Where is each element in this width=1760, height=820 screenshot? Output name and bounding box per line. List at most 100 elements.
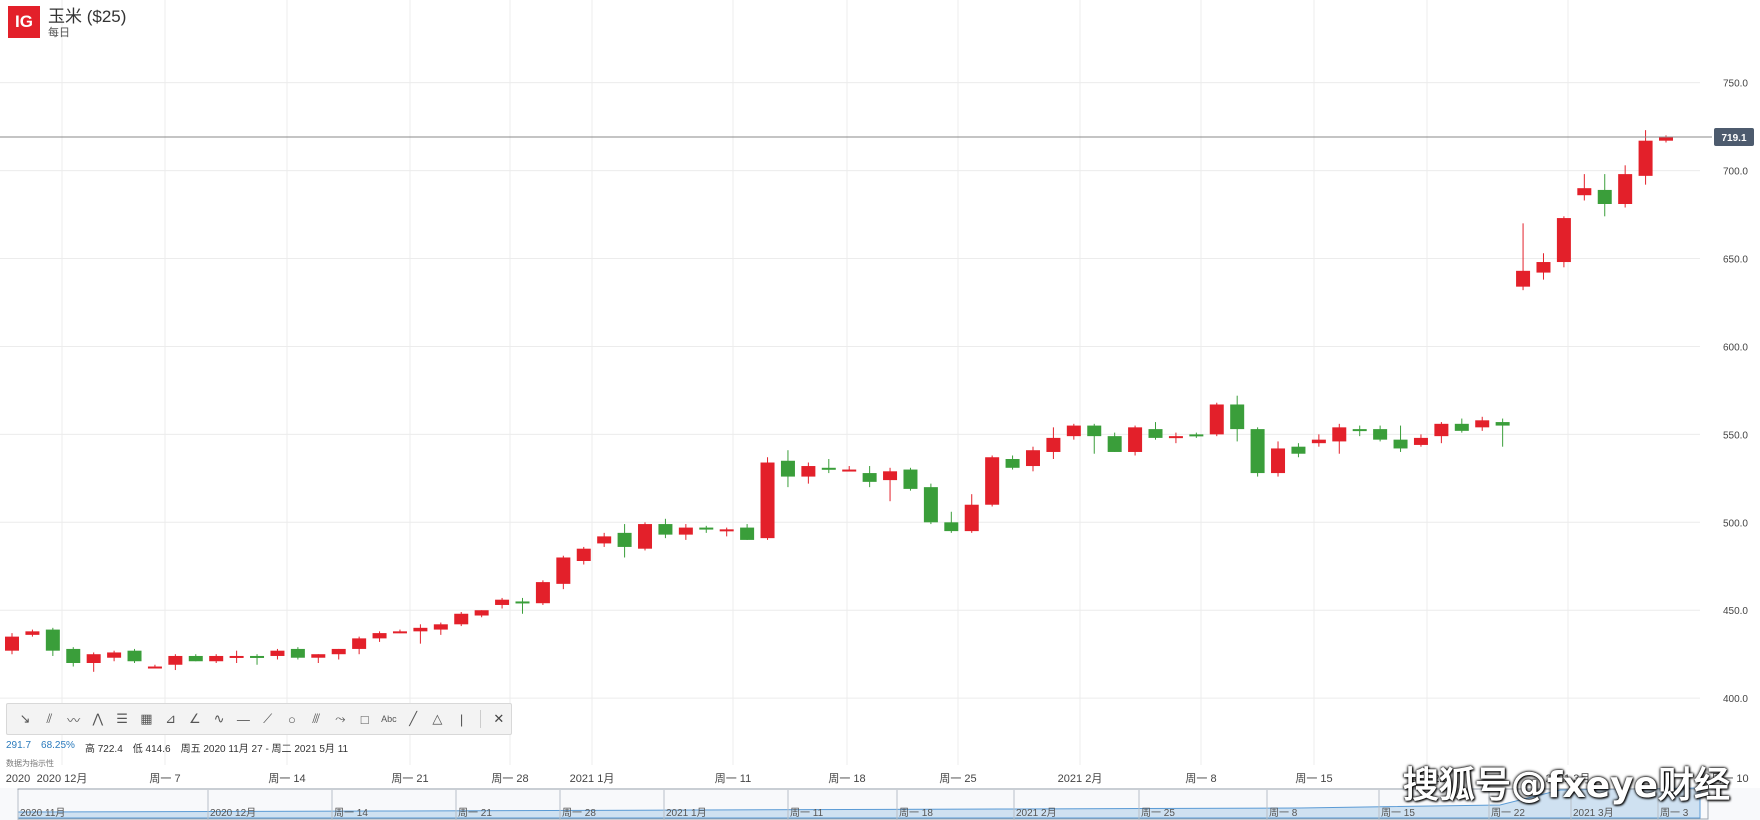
candle-body <box>985 457 1000 505</box>
candle <box>597 532 612 547</box>
zigzag-tool-icon[interactable]: ⋀ <box>92 711 104 726</box>
x-tick-label: 周一 15 <box>1295 772 1332 785</box>
candle <box>617 524 632 558</box>
candle <box>1393 425 1408 452</box>
candle-body <box>433 624 448 630</box>
y-tick-label: 650.0 <box>1723 255 1748 266</box>
candle-body <box>1434 423 1449 437</box>
candle <box>1352 425 1367 437</box>
candle <box>1025 446 1040 472</box>
instrument-title-block: 玉米 ($25) 每日 <box>48 6 126 39</box>
y-tick-label: 600.0 <box>1723 342 1748 353</box>
candle <box>1311 434 1326 447</box>
candle-body <box>1638 140 1653 176</box>
navigator-label: 周一 18 <box>899 807 933 819</box>
fib-grid-tool-icon[interactable]: ▦ <box>140 711 153 726</box>
candle-body <box>1311 439 1326 444</box>
parallel-lines-tool-icon[interactable]: ⫽ <box>46 711 53 726</box>
candle-body <box>740 527 755 540</box>
candle-body <box>903 469 918 489</box>
candle-body <box>392 631 407 634</box>
candle-body <box>1393 439 1408 449</box>
candle <box>1536 253 1551 280</box>
trend-angle-tool-icon[interactable]: ∠ <box>189 711 201 726</box>
candle-body <box>699 527 714 530</box>
vertical-line-tool-icon[interactable]: | <box>459 711 464 727</box>
candle-body <box>535 582 550 604</box>
candle-body <box>107 652 122 658</box>
close-toolbar-icon[interactable]: ✕ <box>493 711 505 726</box>
wave-pattern-tool-icon[interactable]: ∿ <box>213 711 225 726</box>
candle <box>1230 395 1245 442</box>
x-tick-label: 周一 28 <box>491 772 528 785</box>
candle <box>678 524 693 540</box>
line-tool-icon[interactable]: ╱ <box>409 711 418 726</box>
low-value: 414.6 <box>145 744 171 755</box>
candle-body <box>760 462 775 539</box>
candle-body <box>1189 434 1204 437</box>
instrument-title: 玉米 ($25) <box>48 7 127 26</box>
candle-body <box>1373 429 1388 440</box>
candle-body <box>1128 427 1143 452</box>
rectangle-tool-icon[interactable]: □ <box>360 711 369 727</box>
high-label: 高 <box>84 744 95 755</box>
navigator-label: 2021 3月 <box>1573 807 1614 819</box>
channel-tool-icon[interactable]: ⫻ <box>312 711 320 726</box>
candle-body <box>1495 422 1510 426</box>
candle-body <box>1250 429 1265 474</box>
candle <box>1189 432 1204 438</box>
current-price-line: 719.1 <box>0 127 1754 146</box>
candle-body <box>127 650 142 662</box>
y-tick-label: 550.0 <box>1723 430 1748 441</box>
candle <box>45 627 60 656</box>
candle <box>1454 418 1469 433</box>
triangle-tool-icon[interactable]: △ <box>432 711 443 726</box>
y-tick-label: 400.0 <box>1723 694 1748 705</box>
path-tool-icon[interactable]: ⤳ <box>335 711 346 726</box>
candle-body <box>1230 404 1245 430</box>
x-tick-label: 周一 25 <box>939 772 976 785</box>
interval-label: 每日 <box>48 27 70 39</box>
candle <box>127 648 142 663</box>
circle-tool-icon[interactable]: ○ <box>287 711 296 727</box>
candle-body <box>66 648 81 663</box>
candle <box>66 647 81 667</box>
wave-tool-icon[interactable]: 〰 <box>67 712 81 728</box>
candle <box>147 664 162 669</box>
x-tick-label: 周一 22 <box>1408 772 1445 785</box>
drawing-toolbar: ↘ ⫽ 〰 ⋀ ☰ ▦ ⊿ ∠ ∿ — ⟋ ○ ⫻ ⤳ □ Abc ╱ △ | ✕ <box>6 703 512 735</box>
candle-body <box>862 473 877 482</box>
candle <box>454 612 469 627</box>
candle <box>1659 135 1673 143</box>
x-tick-label: 2021 2月 <box>1058 773 1103 785</box>
candle-body <box>842 469 857 472</box>
candle-body <box>780 460 795 477</box>
high-stat: 高 722.4 <box>85 740 123 755</box>
time-axis: 2020 2020 12月 周一 7 周一 14 周一 21 周一 28 2021 1月 周一… <box>6 772 1749 785</box>
candle-body <box>311 654 326 658</box>
candle <box>535 580 550 605</box>
x-tick-label: 周一 11 <box>715 772 751 785</box>
candle <box>515 597 530 614</box>
candle-body <box>801 466 816 477</box>
arrow-tool-icon[interactable]: ↘ <box>19 711 31 726</box>
candle <box>250 654 265 665</box>
x-tick-label: 周一 21 <box>391 772 428 785</box>
candle <box>944 511 959 533</box>
candle-body <box>638 524 653 549</box>
navigator-label: 周一 21 <box>458 807 492 819</box>
candle <box>474 610 489 618</box>
candle-body <box>1475 420 1490 428</box>
y-tick-label: 700.0 <box>1723 167 1748 178</box>
fan-tool-icon[interactable]: ⊿ <box>165 711 177 726</box>
y-tick-label: 450.0 <box>1723 606 1748 617</box>
ruler-tool-icon[interactable]: ⟋ <box>263 711 273 726</box>
candle-body <box>25 631 40 635</box>
horizontal-line-tool-icon[interactable]: — <box>236 711 250 727</box>
candle-body <box>209 655 224 662</box>
indicative-data-note: 数据为指示性 <box>6 759 54 768</box>
candle <box>270 648 285 660</box>
fib-retracement-tool-icon[interactable]: ☰ <box>116 711 128 726</box>
text-tool-icon[interactable]: Abc <box>381 714 397 724</box>
